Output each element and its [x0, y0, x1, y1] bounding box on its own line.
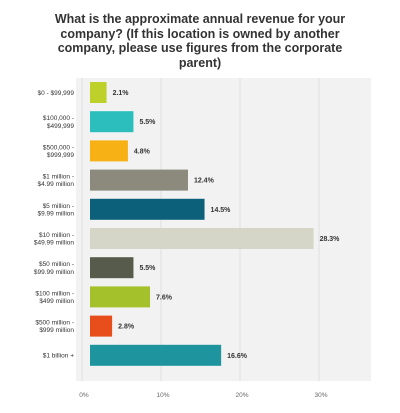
bar [90, 169, 188, 191]
x-tick-label: 20% [235, 392, 248, 399]
bar [90, 140, 128, 162]
chart-title: What is the approximate annual revenue f… [54, 12, 346, 70]
value-label: 28.3% [320, 236, 341, 243]
bars [90, 82, 314, 366]
x-tick-label: 10% [156, 392, 169, 399]
bar [90, 198, 205, 220]
value-labels: 2.1% 5.5% 4.8% 12.4% 14.5% 28.3% 5.5% 7.6% 2.8% 1… [113, 90, 341, 360]
value-label: 16.6% [227, 353, 248, 360]
category-label: $50 million -$99.99 million [34, 261, 74, 276]
bar [90, 82, 107, 103]
bar [90, 315, 113, 337]
value-label: 2.8% [118, 324, 135, 331]
value-label: 7.6% [156, 294, 173, 301]
category-label: $0 - $99,999 [37, 90, 74, 97]
value-label: 14.5% [211, 207, 232, 214]
value-label: 5.5% [139, 119, 156, 126]
category-labels: $0 - $99,999 $100,000 -$499,999 $500,000 -… [34, 90, 74, 360]
category-label: $5 million -$9.99 million [38, 203, 75, 218]
category-label: $500,000 -$999,999 [43, 144, 74, 159]
category-label: $1 billion + [43, 353, 74, 360]
value-label: 2.1% [113, 90, 130, 97]
category-label: $100,000 -$499,999 [43, 115, 74, 130]
category-label: $500 million -$999 million [35, 320, 74, 335]
x-tick-labels: 0% 10% 20% 30% [79, 392, 327, 399]
category-label: $10 million -$49.99 million [34, 232, 74, 247]
value-label: 5.5% [139, 265, 156, 272]
bar [90, 228, 314, 249]
bar [90, 111, 134, 133]
value-label: 12.4% [194, 178, 215, 185]
value-label: 4.8% [134, 148, 151, 155]
bar [90, 257, 134, 279]
x-tick-label: 0% [79, 392, 89, 399]
bar [90, 344, 222, 366]
category-label: $100 million -$499 million [35, 290, 74, 305]
x-tick-label: 30% [314, 392, 327, 399]
bar [90, 286, 151, 308]
category-label: $1 million -$4.99 million [38, 174, 75, 189]
